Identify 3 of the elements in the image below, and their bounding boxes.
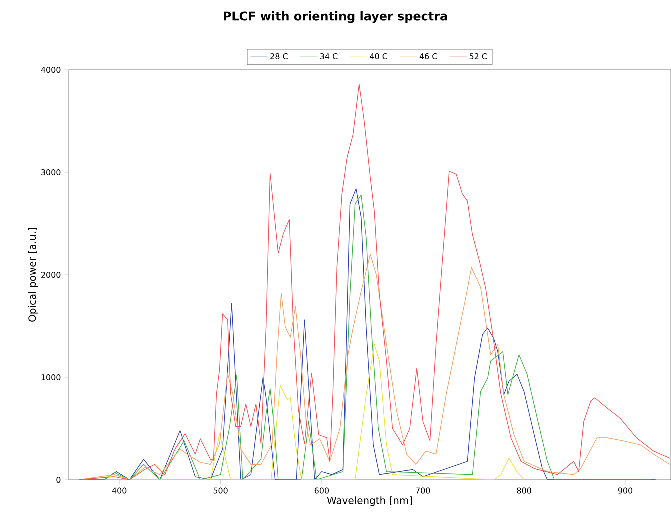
y-axis-title: Opical power [a.u.] [28, 228, 38, 322]
x-axis-title: Wavelength [nm] [327, 496, 412, 506]
chart-title: PLCF with orienting layer spectra [224, 12, 448, 24]
